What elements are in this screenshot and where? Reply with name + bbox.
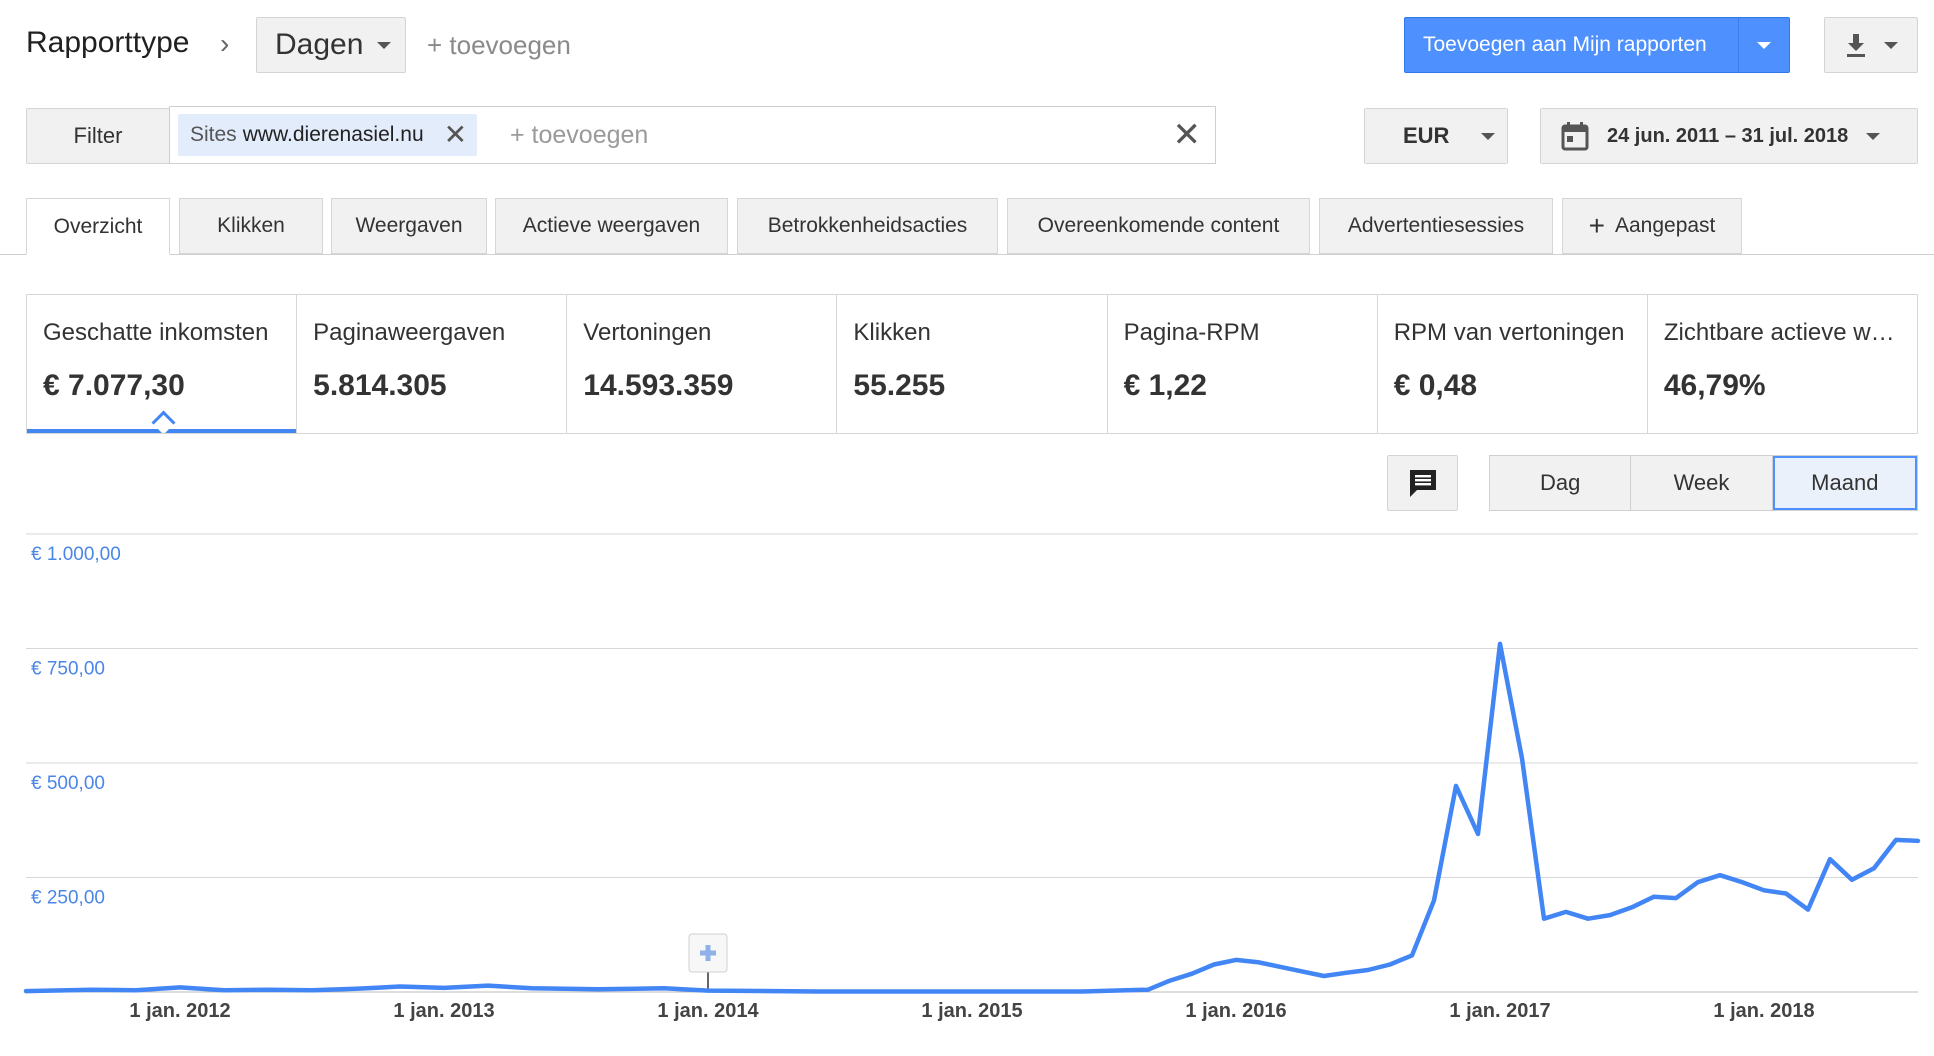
chevron-down-icon (1757, 41, 1771, 49)
granularity-week-button[interactable]: Week (1631, 456, 1773, 510)
scorecard-value: 46,79% (1663, 369, 1766, 402)
scorecard-clicks[interactable]: Klikken 55.255 (837, 295, 1108, 433)
scorecard-title: Pagina-RPM (1123, 319, 1260, 346)
scorecard-value: 55.255 (853, 369, 946, 402)
chevron-down-icon (1481, 132, 1496, 140)
date-range-label: 24 jun. 2011 – 31 jul. 2018 (1607, 124, 1849, 147)
scorecard-page-rpm[interactable]: Pagina-RPM € 1,22 (1108, 295, 1378, 433)
x-tick-label: 1 jan. 2016 (1185, 1000, 1286, 1022)
annotation-button[interactable] (1387, 455, 1458, 511)
dimension-dropdown[interactable]: Dagen (256, 17, 406, 73)
y-tick-label: € 250,00 (31, 888, 105, 909)
filter-button[interactable]: Filter (26, 108, 170, 164)
granularity-month-button[interactable]: Maand (1772, 456, 1917, 510)
x-tick-label: 1 jan. 2015 (921, 1000, 1022, 1022)
report-type-title: Rapporttype (26, 26, 190, 59)
scorecard-title: Paginaweergaven (313, 319, 506, 346)
date-range-picker[interactable]: 24 jun. 2011 – 31 jul. 2018 (1540, 108, 1918, 164)
chevron-down-icon (377, 41, 392, 49)
filter-input-box[interactable]: Sites www.dierenasiel.nu ✕ + toevoegen ✕ (169, 106, 1216, 164)
scorecard-title: Geschatte inkomsten (43, 319, 269, 346)
scorecard-value: € 1,22 (1123, 369, 1207, 402)
x-tick-label: 1 jan. 2013 (393, 1000, 494, 1022)
tab-overzicht[interactable]: Overzicht (26, 198, 170, 255)
y-tick-label: € 500,00 (31, 773, 105, 794)
x-tick-label: 1 jan. 2014 (657, 1000, 759, 1022)
add-to-my-reports-label: Toevoegen aan Mijn rapporten (1423, 33, 1707, 56)
tabs-divider (0, 254, 1934, 255)
tab-advertentiesessies[interactable]: Advertentiesessies (1319, 198, 1553, 254)
download-button[interactable] (1824, 17, 1918, 73)
filter-chip-sites[interactable]: Sites www.dierenasiel.nu ✕ (178, 114, 478, 156)
scorecard-estimated-earnings[interactable]: Geschatte inkomsten € 7.077,30 (27, 295, 298, 433)
scorecard-title: RPM van vertoningen (1393, 319, 1625, 346)
tab-overeenkomende-content[interactable]: Overeenkomende content (1007, 198, 1310, 254)
x-tick-label: 1 jan. 2017 (1449, 1000, 1550, 1022)
scorecard-title: Vertoningen (583, 319, 712, 346)
calendar-icon (1561, 122, 1589, 151)
scorecard-row: Geschatte inkomsten € 7.077,30 Paginawee… (26, 294, 1918, 434)
earnings-series-line (23, 641, 1921, 994)
currency-dropdown[interactable]: EUR (1364, 108, 1508, 164)
currency-label: EUR (1403, 123, 1450, 148)
tab-aangepast-label: Aangepast (1614, 214, 1716, 237)
earnings-line-chart: € 250,00 € 500,00 € 750,00 € 1.000,00 1 jan.… (23, 533, 1921, 1022)
scorecard-impression-rpm[interactable]: RPM van vertoningen € 0,48 (1378, 295, 1648, 433)
tab-weergaven[interactable]: Weergaven (331, 198, 487, 254)
x-tick-label: 1 jan. 2018 (1713, 1000, 1814, 1022)
scorecard-active-view-viewable[interactable]: Zichtbare actieve weergaven 46,79% (1648, 295, 1917, 433)
granularity-toggle: Dag Week Maand (1489, 455, 1918, 511)
x-tick-label: 1 jan. 2012 (129, 1000, 230, 1022)
breadcrumb-chevron-icon: › (220, 28, 230, 59)
annotation-plus-icon (700, 950, 716, 956)
comment-icon (1409, 470, 1436, 497)
scorecard-page-views[interactable]: Paginaweergaven 5.814.305 (297, 295, 568, 433)
chevron-down-icon (1866, 132, 1881, 140)
add-dimension-link[interactable]: + toevoegen (427, 30, 571, 60)
tab-betrokkenheidsacties[interactable]: Betrokkenheidsacties (737, 198, 998, 254)
add-to-my-reports-button[interactable]: Toevoegen aan Mijn rapporten (1404, 17, 1790, 73)
scorecard-value: € 7.077,30 (43, 369, 185, 402)
tab-aangepast[interactable]: + Aangepast (1562, 198, 1742, 254)
granularity-day-button[interactable]: Dag (1490, 456, 1632, 510)
y-tick-label: € 1.000,00 (31, 544, 121, 565)
scorecard-title: Zichtbare actieve weergaven (1663, 319, 1901, 346)
plus-icon: + (1588, 210, 1605, 241)
tab-klikken[interactable]: Klikken (179, 198, 323, 254)
y-tick-label: € 750,00 (31, 659, 105, 680)
filter-chip-value: www.dierenasiel.nu (242, 123, 424, 146)
scorecard-value: 5.814.305 (313, 369, 447, 402)
scorecard-value: € 0,48 (1393, 369, 1478, 402)
clear-filter-icon[interactable]: ✕ (1172, 116, 1202, 154)
tab-actieve-weergaven[interactable]: Actieve weergaven (495, 198, 728, 254)
add-to-reports-menu-button[interactable] (1738, 18, 1789, 72)
scorecard-impressions[interactable]: Vertoningen 14.593.359 (567, 295, 838, 433)
dimension-label: Dagen (275, 28, 364, 61)
scorecard-value: 14.593.359 (583, 369, 734, 402)
remove-chip-icon[interactable]: ✕ (443, 119, 468, 150)
chevron-down-icon (1884, 41, 1898, 49)
download-icon (1847, 34, 1865, 57)
filter-chip-prefix: Sites (190, 123, 237, 146)
filter-add-placeholder[interactable]: + toevoegen (510, 121, 649, 149)
scorecard-title: Klikken (853, 319, 931, 346)
